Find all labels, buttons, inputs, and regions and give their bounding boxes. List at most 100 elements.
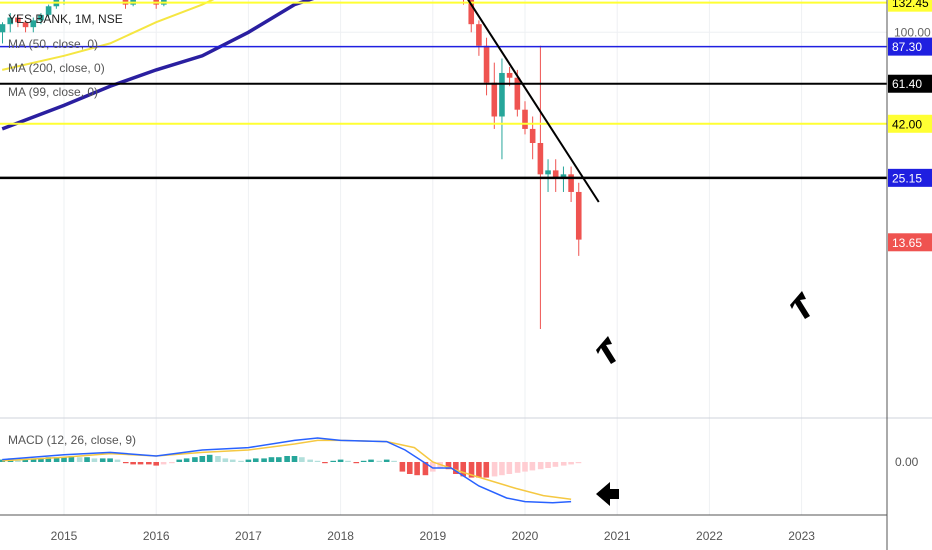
x-tick-2017: 2017	[235, 529, 262, 543]
macd-hist-bar-48	[368, 459, 374, 462]
candle-body-70	[537, 143, 544, 175]
study-ma99-label[interactable]: MA (99, close, 0)	[8, 85, 99, 99]
macd-hist-bar-32	[245, 459, 252, 462]
macd-hist-bar-13	[99, 458, 106, 462]
candle-body-61	[468, 0, 475, 25]
macd-hist-bar-6	[45, 457, 52, 462]
symbol-title[interactable]: YES BANK, 1M, NSE	[8, 12, 123, 26]
candle-body-67	[514, 77, 521, 110]
level-label-bg-42.00	[888, 114, 932, 133]
macd-hist-bar-31	[238, 460, 244, 462]
x-tick-2015: 2015	[51, 529, 78, 543]
macd-hist-bar-45	[345, 460, 351, 462]
axis-labels: 404.00276.00180.00132.4587.3061.4042.002…	[51, 0, 932, 543]
macd-hist-bar-65	[499, 462, 505, 476]
macd-hist-bar-21	[160, 462, 167, 465]
x-tick-2022: 2022	[696, 529, 723, 543]
candle-body-62	[476, 24, 482, 46]
macd-hist-bar-44	[337, 459, 344, 462]
macd-hist-bar-47	[360, 460, 367, 462]
level-label-42.00: 42.00	[892, 117, 922, 131]
candle-body-3	[22, 22, 29, 28]
macd-hist-bar-16	[122, 462, 129, 464]
vertical-gridlines	[63, 0, 803, 515]
macd-hist-bar-37	[284, 456, 290, 462]
horizontal-levels[interactable]	[0, 0, 887, 180]
macd-zero-label: 0.00	[895, 455, 919, 469]
trendline[interactable]	[394, 0, 600, 203]
level-label-bg-61.40	[888, 74, 932, 93]
macd-hist-bar-71	[545, 462, 551, 468]
level-label-25.15: 25.15	[892, 171, 922, 185]
level-label-bg-87.30	[888, 37, 932, 56]
macd-histogram	[0, 454, 582, 478]
arrow-up-left-2	[790, 291, 810, 319]
arrow-up-left-1	[596, 336, 616, 364]
macd-hist-bar-64	[491, 462, 498, 477]
candle-body-73	[560, 174, 567, 179]
macd-hist-bar-56	[430, 462, 436, 472]
macd-hist-bar-36	[276, 457, 282, 462]
candle-body-4	[30, 20, 37, 28]
macd-hist-bar-24	[183, 458, 190, 462]
macd-hist-bar-42	[322, 462, 328, 464]
macd-hist-bar-68	[522, 462, 528, 472]
macd-hist-bar-63	[483, 462, 490, 478]
study-ma200-label[interactable]: MA (200, close, 0)	[8, 61, 105, 75]
candle-body-5	[38, 14, 44, 21]
study-ma50-label[interactable]: MA (50, close, 0)	[8, 37, 99, 51]
macd-hist-bar-73	[560, 462, 567, 466]
level-label-132.45: 132.45	[892, 0, 929, 10]
price-pane[interactable]	[0, 0, 887, 515]
candle-body-6	[45, 6, 52, 15]
macd-hist-bar-35	[268, 457, 275, 462]
x-tick-2023: 2023	[788, 529, 815, 543]
macd-hist-bar-75	[575, 462, 582, 464]
macd-hist-bar-14	[107, 458, 113, 462]
candle-body-74	[568, 174, 574, 192]
macd-hist-bar-9	[68, 456, 75, 462]
macd-hist-bar-12	[91, 458, 98, 462]
x-tick-2019: 2019	[419, 529, 446, 543]
macd-hist-bar-52	[399, 462, 406, 472]
candle-body-68	[522, 109, 528, 129]
macd-hist-bar-61	[468, 462, 475, 478]
macd-hist-bar-19	[146, 462, 152, 465]
macd-hist-bar-58	[445, 462, 452, 470]
macd-pane[interactable]	[0, 437, 582, 504]
macd-hist-bar-50	[383, 459, 390, 462]
macd-hist-bar-27	[206, 454, 213, 462]
macd-hist-bar-3	[22, 459, 29, 462]
macd-hist-bar-23	[176, 459, 183, 462]
macd-hist-bar-29	[222, 458, 229, 462]
macd-hist-bar-10	[76, 457, 83, 462]
macd-hist-bar-17	[130, 462, 136, 465]
arrow-annotations[interactable]	[596, 291, 810, 506]
level-label-87.30: 87.30	[892, 40, 922, 54]
x-tick-2016: 2016	[143, 529, 170, 543]
macd-hist-bar-30	[229, 459, 236, 462]
macd-hist-bar-15	[114, 459, 121, 462]
macd-hist-bar-72	[552, 462, 559, 467]
y-tick-100: 100.00	[894, 25, 931, 39]
macd-hist-bar-33	[252, 458, 259, 462]
macd-hist-bar-67	[514, 462, 521, 473]
macd-hist-bar-26	[199, 456, 206, 462]
candle-body-71	[545, 170, 551, 175]
candle-body-63	[483, 45, 490, 83]
macd-hist-bar-49	[376, 460, 383, 462]
macd-hist-bar-70	[537, 462, 544, 470]
macd-hist-bar-51	[391, 460, 397, 462]
level-label-61.40: 61.40	[892, 77, 922, 91]
candle-body-66	[506, 72, 513, 78]
x-tick-2020: 2020	[512, 529, 539, 543]
macd-hist-bar-25	[192, 457, 198, 462]
arrow-left	[596, 482, 619, 506]
macd-line	[2, 437, 572, 504]
macd-hist-bar-5	[38, 458, 44, 462]
macd-hist-bar-59	[453, 462, 459, 474]
candle-body-64	[491, 82, 498, 117]
macd-study-label[interactable]: MACD (12, 26, close, 9)	[8, 433, 137, 447]
level-label-bg-13.65	[888, 233, 932, 252]
